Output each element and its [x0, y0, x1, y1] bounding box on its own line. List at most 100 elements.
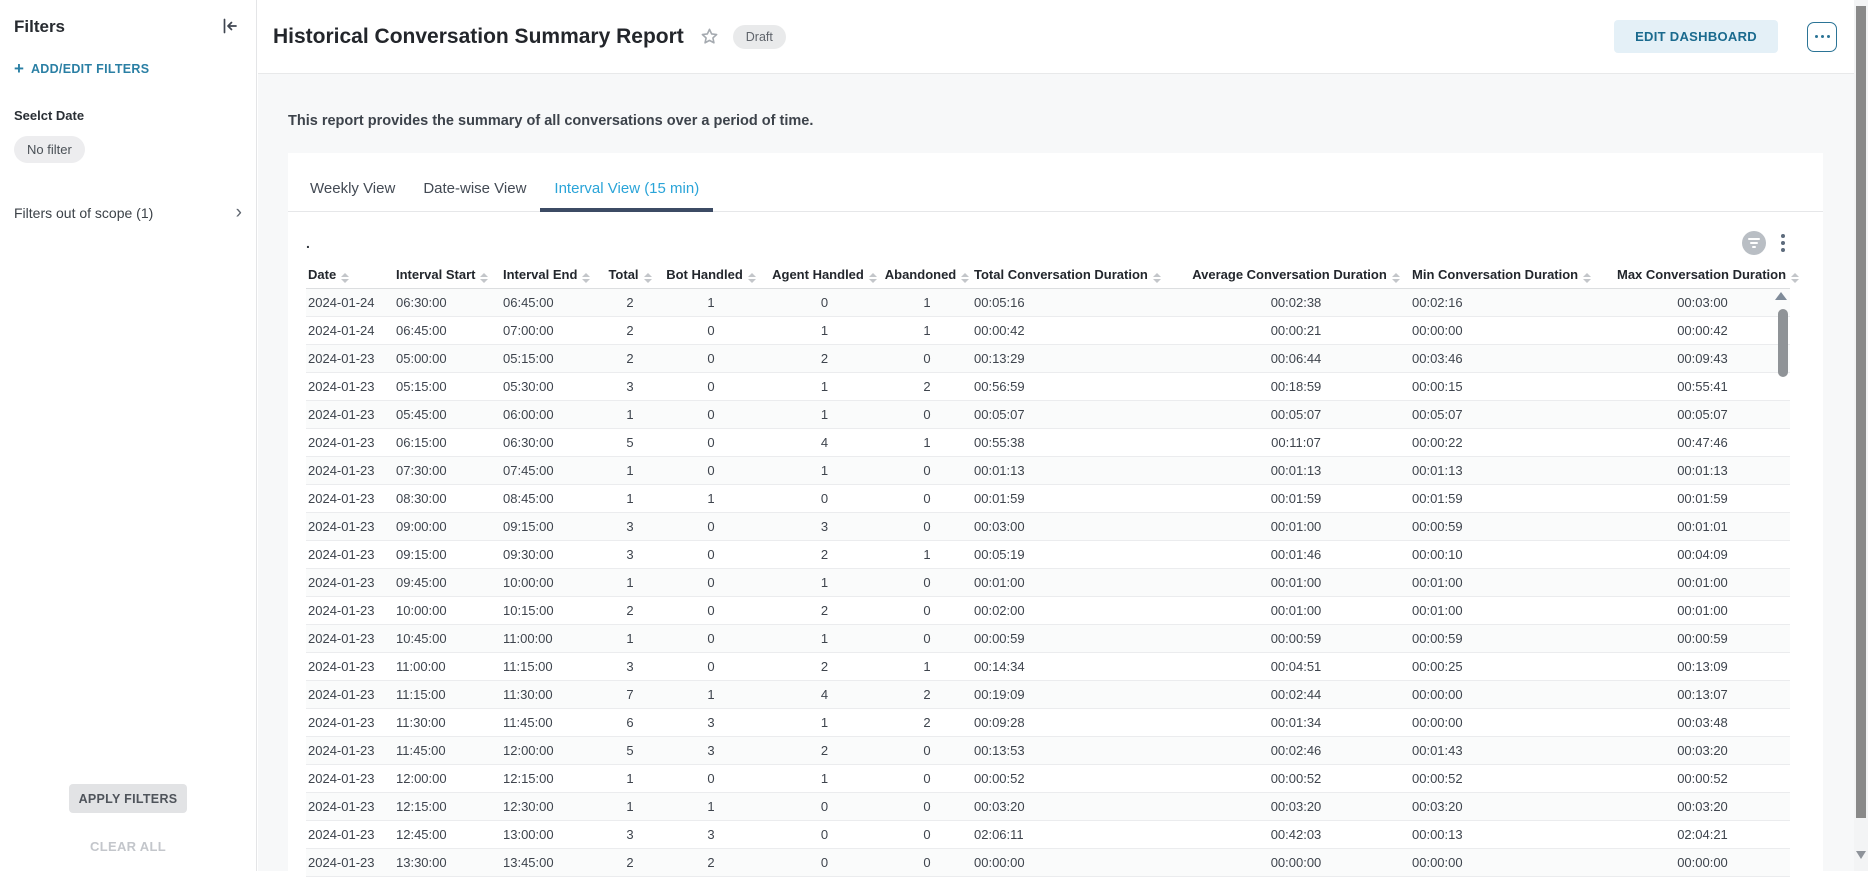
star-icon[interactable]	[700, 27, 719, 46]
table-cell: 06:30:00	[501, 428, 605, 457]
table-scrollbar-thumb[interactable]	[1778, 309, 1788, 377]
column-header-sortable[interactable]: Max Conversation Duration	[1615, 261, 1800, 289]
page-scrollbar-thumb[interactable]	[1856, 6, 1866, 818]
table-cell: 5	[605, 736, 655, 765]
table-cell: 00:01:01	[1615, 512, 1790, 541]
table-cell: 2	[605, 288, 655, 317]
table-cell: 00:02:46	[1182, 736, 1410, 765]
table-cell: 2	[767, 596, 882, 625]
table-cell: 1	[767, 708, 882, 737]
table-cell: 0	[655, 652, 767, 681]
table-cell: 00:18:59	[1182, 372, 1410, 401]
column-header-sortable[interactable]: Total Conversation Duration	[972, 261, 1182, 289]
table-cell: 00:00:00	[1410, 848, 1615, 877]
no-filter-chip[interactable]: No filter	[14, 136, 85, 163]
table-cell: 00:01:00	[1615, 596, 1790, 625]
table-cell: 3	[655, 736, 767, 765]
table-cell: 00:00:00	[1410, 680, 1615, 709]
clear-all-button[interactable]: CLEAR ALL	[90, 839, 166, 854]
table-cell: 00:05:07	[972, 400, 1182, 429]
table-cell: 7	[605, 680, 655, 709]
table-cell: 00:00:59	[1410, 624, 1615, 653]
column-header-sortable[interactable]: Interval Start	[394, 261, 501, 289]
table-cell: 3	[655, 708, 767, 737]
table-cell: 00:13:09	[1615, 652, 1790, 681]
report-card: Weekly View Date-wise View Interval View…	[288, 153, 1823, 893]
add-edit-filters-label: ADD/EDIT FILTERS	[30, 61, 150, 76]
table-cell: 00:01:46	[1182, 540, 1410, 569]
table-row: 2024-01-23 10:00:00 10:15:00 2 0 2 0 00:02:00 00…	[306, 596, 1790, 625]
column-header-sortable[interactable]: Total	[605, 261, 655, 289]
sort-arrows-icon	[1152, 272, 1161, 283]
chevron-right-icon: ›	[235, 202, 242, 223]
table-row: 2024-01-23 11:45:00 12:00:00 5 3 2 0 00:13:53 00…	[306, 736, 1790, 765]
table-cell: 07:00:00	[501, 316, 605, 345]
table-cell: 05:45:00	[394, 400, 501, 429]
table-cell: 05:15:00	[501, 344, 605, 373]
table-cell: 00:02:16	[1410, 288, 1615, 317]
table-cell: 1	[882, 288, 972, 317]
column-header-sortable[interactable]: Date	[306, 261, 394, 289]
sort-arrows-icon	[341, 272, 350, 283]
page-title: Historical Conversation Summary Report	[273, 24, 684, 48]
column-header-sortable[interactable]: Abandoned	[882, 261, 972, 289]
table-cell: 2024-01-23	[306, 372, 394, 401]
table-cell: 12:45:00	[394, 820, 501, 849]
table-scroll-up-icon[interactable]	[1775, 292, 1787, 300]
apply-filters-button[interactable]: APPLY FILTERS	[69, 784, 187, 813]
column-header-sortable[interactable]: Agent Handled	[767, 261, 882, 289]
tab-date-wise-view[interactable]: Date-wise View	[423, 180, 527, 197]
table-cell: 00:00:15	[1410, 372, 1615, 401]
page-scroll-down-icon[interactable]	[1856, 851, 1866, 859]
table-cell: 12:00:00	[394, 764, 501, 793]
filters-out-of-scope-row[interactable]: Filters out of scope (1) ›	[14, 202, 242, 223]
edit-dashboard-button[interactable]: EDIT DASHBOARD	[1614, 20, 1778, 53]
table-cell: 00:55:38	[972, 428, 1182, 457]
table-row: 2024-01-23 11:15:00 11:30:00 7 1 4 2 00:19:09 00…	[306, 680, 1790, 709]
table-cell: 13:30:00	[394, 848, 501, 877]
table-cell: 11:00:00	[501, 624, 605, 653]
table-cell: 2	[655, 848, 767, 877]
sort-arrows-icon	[643, 272, 652, 283]
table-cell: 00:01:00	[1410, 568, 1615, 597]
ellipsis-icon[interactable]	[1807, 21, 1837, 52]
kebab-menu-icon[interactable]	[1777, 232, 1789, 254]
tab-weekly-view[interactable]: Weekly View	[310, 180, 396, 197]
collapse-left-icon[interactable]	[218, 14, 242, 43]
table-cell: 0	[655, 428, 767, 457]
table-cell: 00:00:52	[972, 764, 1182, 793]
filter-icon[interactable]	[1742, 231, 1766, 255]
table-row: 2024-01-23 12:00:00 12:15:00 1 0 1 0 00:00:52 00…	[306, 764, 1790, 793]
table-cell: 00:00:00	[1615, 848, 1790, 877]
table-cell: 00:03:20	[1410, 792, 1615, 821]
column-header-sortable[interactable]: Average Conversation Duration	[1182, 261, 1410, 289]
table-cell: 12:30:00	[501, 792, 605, 821]
table-cell: 00:05:07	[1410, 400, 1615, 429]
column-header-sortable[interactable]: Min Conversation Duration	[1410, 261, 1615, 289]
table-cell: 2024-01-24	[306, 288, 394, 317]
table-cell: 2024-01-23	[306, 764, 394, 793]
table-cell: 00:03:46	[1410, 344, 1615, 373]
table-cell: 11:30:00	[394, 708, 501, 737]
table-cell: 2	[767, 540, 882, 569]
table-cell: 0	[882, 820, 972, 849]
table-cell: 1	[605, 400, 655, 429]
table-cell: 02:06:11	[972, 820, 1182, 849]
sort-arrows-icon	[480, 272, 489, 283]
table-cell: 00:02:38	[1182, 288, 1410, 317]
add-edit-filters-button[interactable]: + ADD/EDIT FILTERS	[14, 60, 242, 77]
page-scrollbar[interactable]	[1854, 0, 1868, 871]
table-cell: 1	[767, 400, 882, 429]
table-cell: 00:56:59	[972, 372, 1182, 401]
table-cell: 0	[767, 484, 882, 513]
table-cell: 1	[767, 456, 882, 485]
column-header-sortable[interactable]: Interval End	[501, 261, 605, 289]
interval-summary-table: Date Interval Start Interval End Total Bot H…	[306, 261, 1800, 877]
table-cell: 1	[605, 484, 655, 513]
table-cell: 02:04:21	[1615, 820, 1790, 849]
table-cell: 00:05:07	[1182, 400, 1410, 429]
tab-interval-view[interactable]: Interval View (15 min)	[540, 165, 713, 212]
table-cell: 2	[605, 316, 655, 345]
column-header-sortable[interactable]: Bot Handled	[655, 261, 767, 289]
table-cell: 00:00:10	[1410, 540, 1615, 569]
